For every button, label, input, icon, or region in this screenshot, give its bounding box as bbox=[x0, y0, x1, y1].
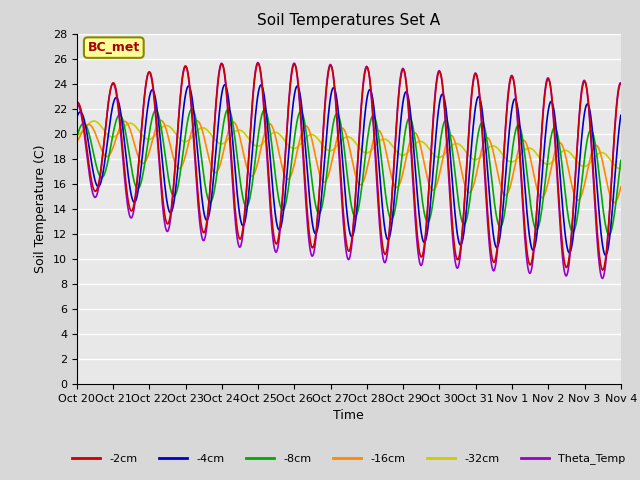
Legend: -2cm, -4cm, -8cm, -16cm, -32cm, Theta_Temp: -2cm, -4cm, -8cm, -16cm, -32cm, Theta_Te… bbox=[68, 449, 630, 469]
Text: BC_met: BC_met bbox=[88, 41, 140, 54]
X-axis label: Time: Time bbox=[333, 409, 364, 422]
Title: Soil Temperatures Set A: Soil Temperatures Set A bbox=[257, 13, 440, 28]
Y-axis label: Soil Temperature (C): Soil Temperature (C) bbox=[35, 144, 47, 273]
